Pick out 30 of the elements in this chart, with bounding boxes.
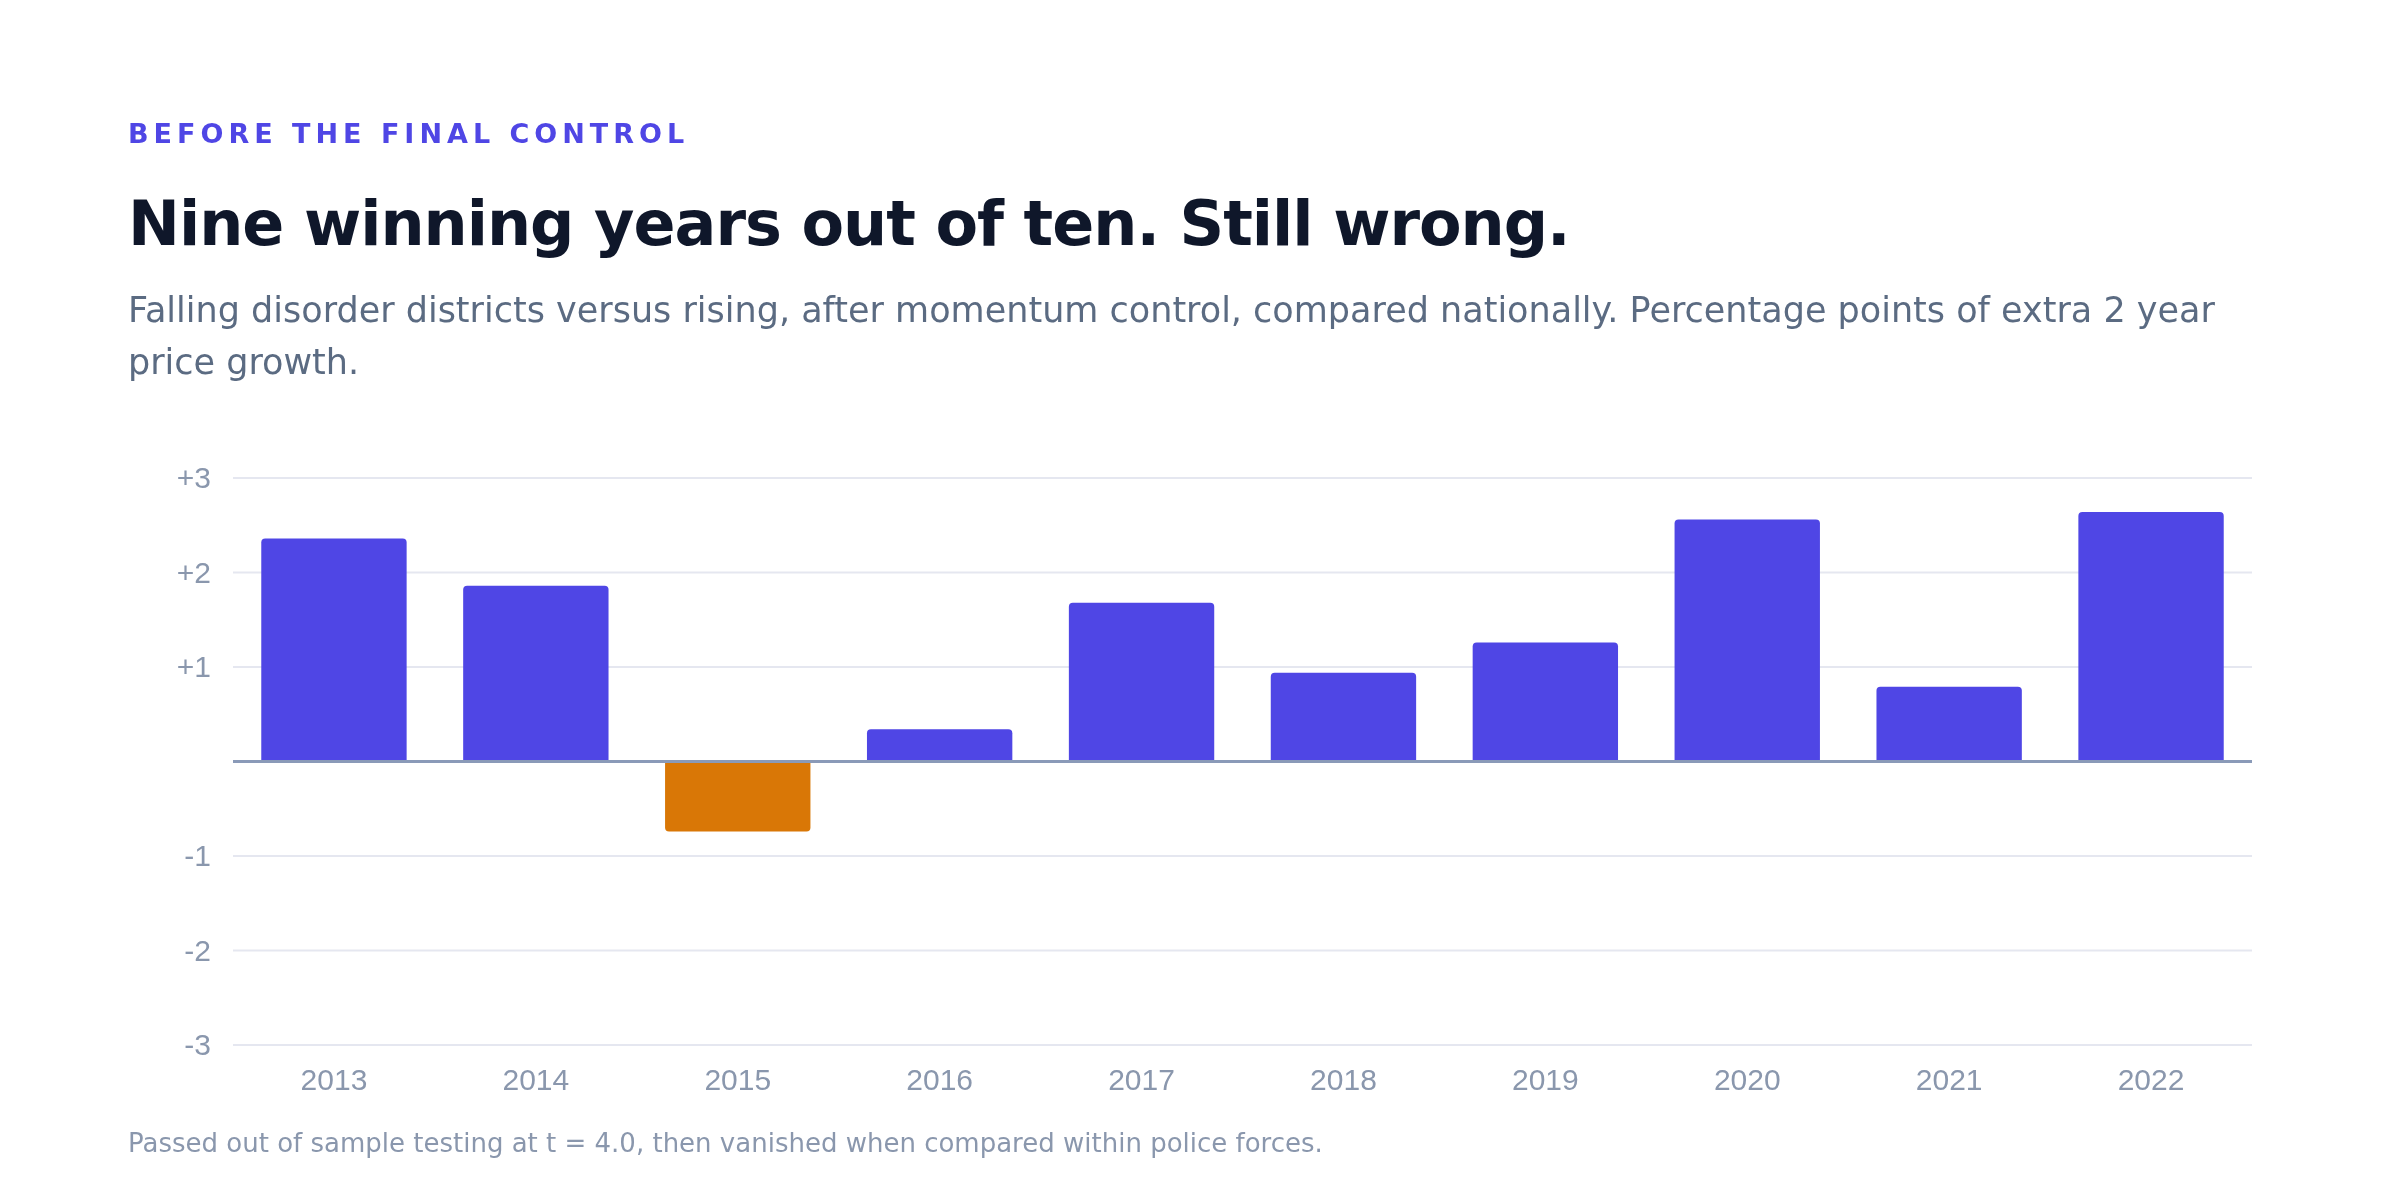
y-tick-label: +1 — [176, 650, 211, 684]
y-tick-label: -3 — [184, 1028, 211, 1062]
x-tick-label: 2017 — [1108, 1063, 1175, 1097]
x-tick-label: 2020 — [1713, 1063, 1781, 1097]
text: Passed out of sample testing at t = 4.0, then vanished when compared within police forces. — [128, 1128, 1323, 1158]
x-tick-label: 2013 — [300, 1063, 368, 1097]
text: BEFORE THE FINAL CONTROL — [128, 118, 690, 149]
x-tick-label: 2016 — [906, 1063, 974, 1097]
x-tick-label: 2019 — [1511, 1063, 1579, 1097]
y-tick-label: -2 — [184, 933, 211, 967]
x-tick-label: 2014 — [502, 1063, 570, 1097]
x-tick-label: 2015 — [704, 1063, 772, 1097]
chart-subtitle: Falling disorder districts versus rising, after momentum control, compared nationally. Percentage points of extra 2 year price growth. — [128, 290, 2216, 382]
bar — [1876, 686, 2022, 762]
bar — [2078, 512, 2224, 762]
bar — [261, 538, 407, 762]
y-tick-label: +2 — [176, 555, 211, 589]
x-tick-label: 2021 — [1915, 1063, 1983, 1097]
bar — [866, 729, 1013, 762]
x-tick-label: 2022 — [2117, 1063, 2185, 1097]
bar — [1472, 642, 1619, 762]
bar — [463, 585, 609, 762]
y-tick-label: -1 — [184, 839, 211, 873]
bar — [665, 761, 811, 832]
x-tick-label: 2018 — [1310, 1063, 1377, 1097]
bar — [1068, 602, 1215, 762]
bar — [1270, 672, 1417, 762]
chart-title: Nine winning years out of ten. Still wrong. — [128, 187, 1570, 260]
bar — [1674, 519, 1820, 762]
y-tick-label: +3 — [176, 461, 211, 495]
